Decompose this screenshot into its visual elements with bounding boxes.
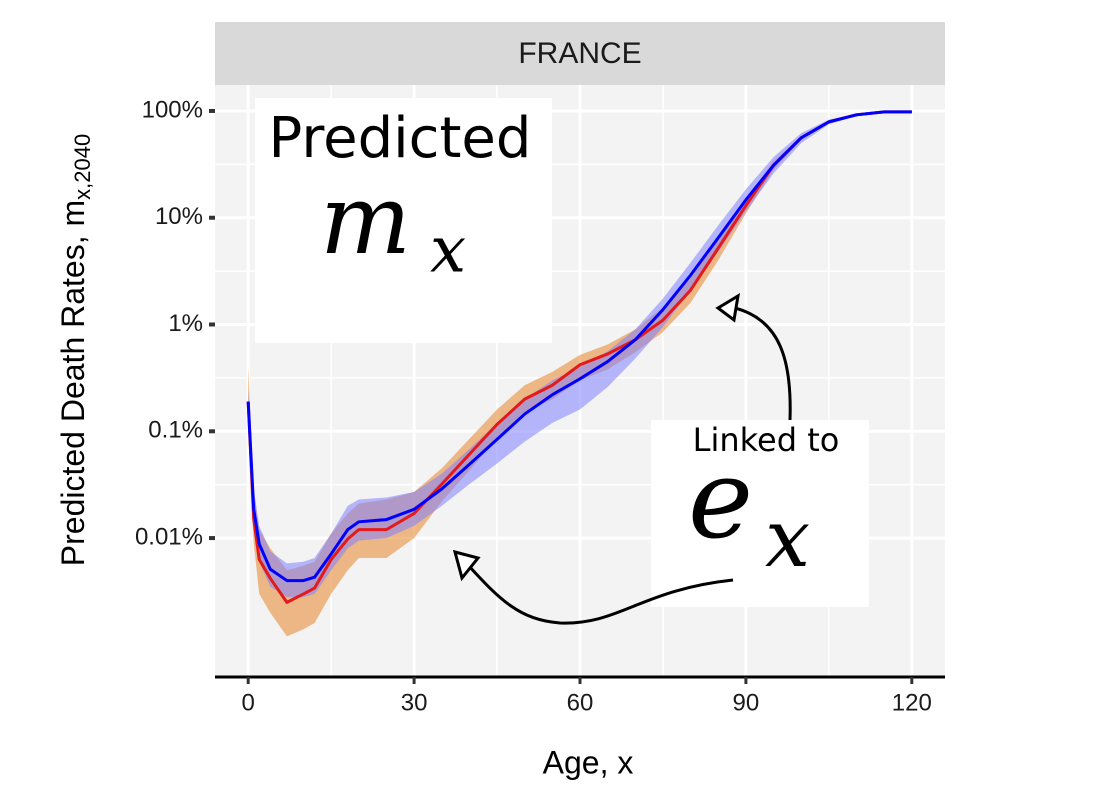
- bands: [248, 111, 912, 637]
- annotation-text: Predicted: [269, 106, 532, 171]
- arrow-head: [452, 549, 481, 582]
- annotation-math: m: [320, 164, 411, 276]
- y-axis-title-main: Predicted Death Rates, m: [55, 200, 91, 566]
- facet-label: FRANCE: [518, 37, 641, 70]
- x-tick-label: 30: [401, 689, 428, 716]
- y-axis-title-sub: x,2040: [70, 134, 95, 200]
- y-tick-label: 0.1%: [148, 417, 203, 444]
- y-tick-label: 0.01%: [135, 523, 203, 550]
- x-tick-label: 60: [567, 689, 594, 716]
- y-tick-label: 100%: [142, 96, 203, 123]
- x-tick-label: 90: [733, 689, 760, 716]
- x-tick-label: 0: [242, 689, 255, 716]
- lines: [246, 110, 912, 604]
- axes: 0.01% 0.1% 1% 10% 100% 0 30 60 90 120: [135, 96, 932, 716]
- x-axis-title: Age, x: [543, 744, 634, 780]
- annotation-text: Linked to: [693, 421, 840, 459]
- annotation-box: [255, 98, 552, 343]
- y-tick-label: 10%: [155, 203, 203, 230]
- annotation-box: [651, 420, 869, 607]
- annotation-math: e: [688, 435, 753, 563]
- x-tick-label: 120: [892, 689, 932, 716]
- arrow-head: [715, 293, 741, 323]
- annotation-math-sub: x: [430, 214, 466, 288]
- series-line: [246, 110, 912, 583]
- facet-strip: [215, 22, 945, 85]
- annotation-math-sub: x: [765, 492, 810, 585]
- arrow: [734, 306, 792, 421]
- y-tick-label: 1%: [168, 310, 203, 337]
- y-axis-title: Predicted Death Rates, mx,2040: [55, 134, 94, 566]
- arrow: [466, 563, 734, 625]
